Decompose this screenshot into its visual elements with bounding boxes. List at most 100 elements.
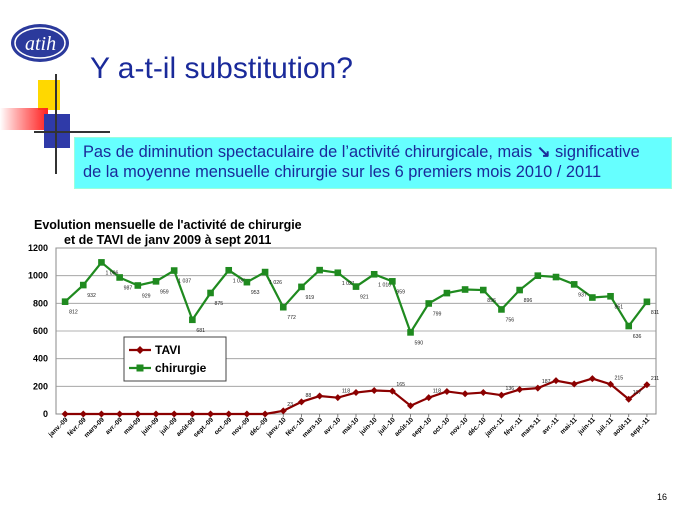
data-point-chirurgie	[207, 289, 214, 297]
data-point-TAVI	[425, 394, 433, 402]
data-point-TAVI	[443, 387, 451, 395]
x-tick-label: avr.-09	[104, 416, 124, 436]
callout-line-1: Pas de diminution spectaculaire de l’act…	[83, 143, 640, 161]
data-point-chirurgie	[243, 278, 251, 286]
data-label-chirurgie: 987	[124, 285, 133, 291]
data-point-TAVI	[225, 410, 233, 418]
data-point-chirurgie	[461, 286, 469, 293]
data-point-TAVI	[279, 407, 287, 415]
x-tick-label: sept.-10	[411, 416, 434, 439]
x-tick-label: mai-09	[122, 416, 142, 436]
data-label-chirurgie: 959	[160, 289, 169, 295]
data-point-TAVI	[370, 386, 378, 394]
data-label-chirurgie: 812	[69, 310, 78, 316]
data-label-chirurgie: 799	[433, 311, 442, 317]
data-label-chirurgie: 681	[196, 328, 205, 334]
data-point-TAVI	[334, 394, 342, 402]
data-label-chirurgie: 937	[578, 292, 587, 298]
data-label-chirurgie: 929	[142, 293, 151, 299]
data-point-chirurgie	[98, 259, 105, 266]
data-label-chirurgie: 772	[287, 315, 296, 321]
data-label-TAVI: 118	[342, 389, 350, 395]
data-point-TAVI	[97, 410, 105, 418]
data-label-chirurgie: 932	[87, 293, 96, 299]
data-point-chirurgie	[316, 266, 323, 274]
data-label-chirurgie: 811	[651, 310, 659, 316]
x-tick-label: janv.-09	[47, 416, 70, 439]
y-tick-label: 800	[33, 298, 48, 308]
data-label-TAVI: 88	[305, 393, 311, 399]
data-label-chirurgie: 636	[633, 334, 642, 340]
y-tick-label: 400	[33, 354, 48, 364]
data-point-chirurgie	[261, 268, 269, 276]
data-label-TAVI: 136	[505, 386, 514, 392]
data-point-chirurgie	[389, 278, 396, 285]
decorative-blocks	[0, 74, 110, 174]
y-tick-label: 1000	[28, 271, 48, 281]
data-point-chirurgie	[479, 286, 487, 294]
y-tick-label: 1200	[28, 243, 48, 253]
data-point-chirurgie	[116, 274, 123, 281]
data-point-chirurgie	[370, 270, 378, 278]
data-point-TAVI	[61, 410, 69, 418]
data-point-TAVI	[497, 391, 505, 399]
data-point-TAVI	[79, 410, 87, 418]
x-tick-label: mars-11	[520, 416, 543, 439]
y-tick-label: 200	[33, 381, 48, 391]
data-point-chirurgie	[152, 278, 160, 285]
data-label-chirurgie: 1 037	[178, 279, 191, 285]
data-point-TAVI	[243, 410, 251, 418]
legend-label-chirurgie: chirurgie	[155, 361, 207, 375]
data-label-chirurgie: 921	[360, 295, 369, 301]
data-point-chirurgie	[61, 298, 69, 305]
data-point-TAVI	[352, 389, 360, 397]
data-point-chirurgie	[352, 283, 360, 290]
data-point-chirurgie	[407, 329, 414, 336]
data-point-chirurgie	[425, 300, 433, 307]
data-point-TAVI	[188, 410, 196, 418]
x-tick-label: avr.-11	[541, 416, 561, 436]
legend-marker-TAVI	[136, 346, 144, 354]
data-point-chirurgie	[334, 269, 342, 277]
data-label-chirurgie: 919	[305, 295, 314, 301]
y-tick-label: 600	[33, 326, 48, 336]
data-point-TAVI	[152, 410, 160, 418]
data-label-TAVI: 107	[633, 390, 642, 396]
x-tick-label: nov.-10	[449, 416, 470, 437]
data-point-TAVI	[552, 377, 560, 385]
x-tick-label: juin-09	[140, 416, 161, 437]
legend-marker-chirurgie	[136, 364, 144, 372]
x-tick-label: mai-11	[559, 416, 579, 436]
data-label-chirurgie: 875	[215, 301, 224, 307]
data-point-TAVI	[643, 381, 651, 389]
data-point-TAVI	[607, 380, 615, 388]
data-label-chirurgie: 1 026	[269, 280, 282, 286]
data-label-chirurgie: 1 021	[342, 281, 355, 287]
x-tick-label: janv.-11	[483, 416, 506, 439]
svg-text:atih: atih	[25, 33, 56, 55]
data-point-chirurgie	[189, 316, 196, 324]
data-label-chirurgie: 896	[524, 298, 533, 304]
x-tick-label: juin-10	[358, 416, 379, 437]
data-point-TAVI	[407, 402, 415, 410]
data-point-chirurgie	[607, 292, 614, 300]
data-point-TAVI	[570, 380, 578, 388]
data-label-chirurgie: 851	[615, 304, 624, 310]
atih-logo: atih	[11, 24, 69, 62]
data-point-TAVI	[170, 410, 178, 418]
data-point-TAVI	[516, 386, 524, 394]
data-label-TAVI: 165	[396, 382, 405, 388]
x-tick-label: mai-10	[341, 416, 361, 436]
data-point-chirurgie	[443, 289, 451, 297]
x-tick-label: juin-11	[576, 416, 597, 437]
data-label-chirurgie: 1 096	[105, 270, 118, 276]
data-point-TAVI	[534, 384, 542, 392]
data-point-TAVI	[388, 387, 396, 395]
x-tick-label: avr.-10	[322, 416, 342, 436]
callout-box: Pas de diminution spectaculaire de l’act…	[74, 137, 672, 189]
data-point-TAVI	[297, 398, 305, 406]
data-point-chirurgie	[516, 286, 523, 294]
data-point-chirurgie	[625, 322, 633, 330]
data-point-TAVI	[116, 410, 124, 418]
data-point-TAVI	[625, 395, 633, 403]
